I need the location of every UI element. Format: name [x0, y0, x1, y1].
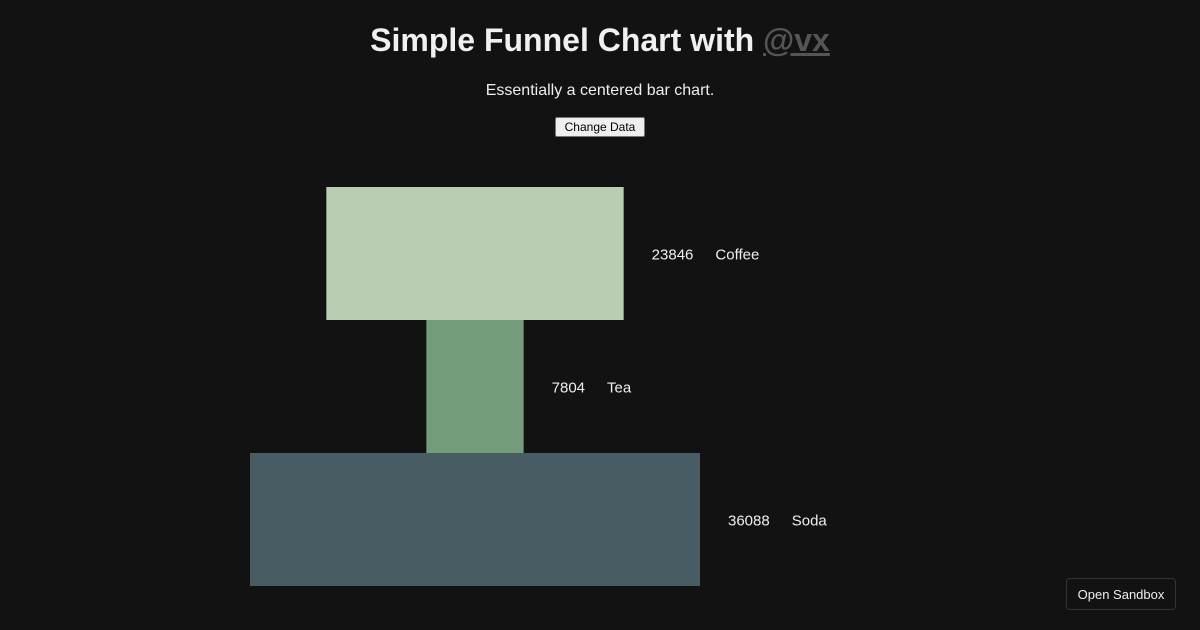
open-sandbox-button[interactable]: Open Sandbox [1066, 578, 1176, 610]
title-text: Simple Funnel Chart with [370, 22, 764, 58]
value-label: 23846 [652, 247, 694, 264]
category-label: Coffee [715, 247, 759, 264]
bar-tea [426, 320, 524, 453]
bar-soda [250, 453, 700, 586]
change-data-button[interactable]: Change Data [555, 117, 645, 137]
value-label: 7804 [552, 380, 585, 397]
category-label: Tea [607, 380, 632, 397]
page-title: Simple Funnel Chart with @vx [0, 22, 1200, 59]
value-label: 36088 [728, 513, 770, 530]
category-label: Soda [792, 513, 828, 530]
bar-coffee [326, 187, 624, 320]
subtitle: Essentially a centered bar chart. [485, 82, 715, 99]
vx-link[interactable]: @vx [763, 22, 830, 58]
